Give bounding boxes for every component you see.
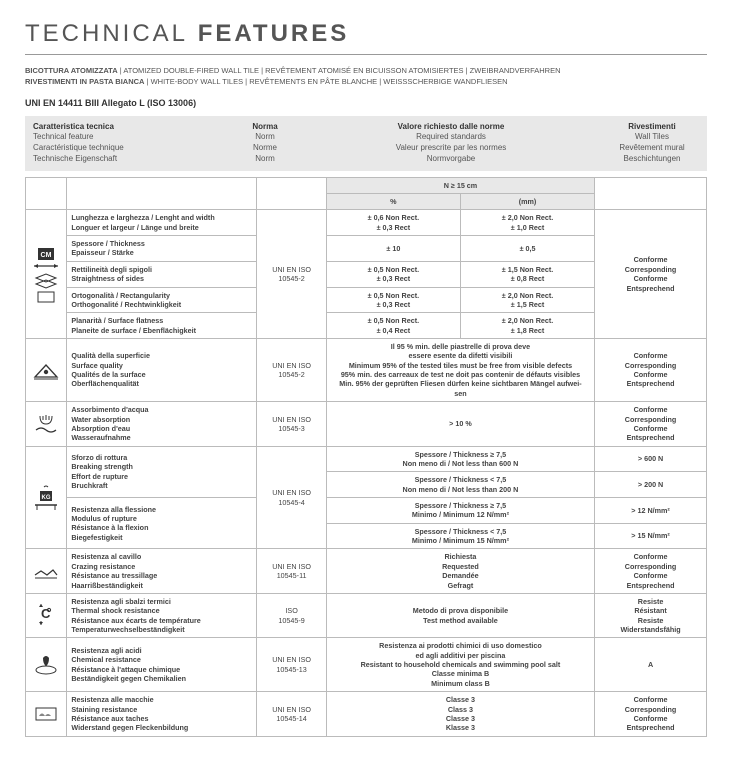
subtitle1-rest: | ATOMIZED DOUBLE-FIRED WALL TILE | REVÊ… [118, 66, 561, 75]
dim-result: Conforme Corresponding Conforme Entsprec… [595, 210, 707, 339]
col-pct-hdr: % [326, 194, 460, 210]
subtitle: BICOTTURA ATOMIZZATA | ATOMIZED DOUBLE-F… [25, 65, 707, 88]
strength-icon: KG [26, 446, 67, 549]
row-thermal: C Resistenza agli sbalzi termici Thermal… [26, 593, 707, 637]
subtitle2-bold: RIVESTIMENTI IN PASTA BIANCA [25, 77, 144, 86]
length-label: Lunghezza e larghezza / Lenght and width… [71, 213, 214, 231]
hdr-col2: Norma Norm Norme Norm [225, 116, 305, 171]
row-surface-quality: Qualità della superficie Surface quality… [26, 339, 707, 402]
title-part1: TECHNICAL [25, 20, 188, 47]
standard-ref: UNI EN 14411 BIII Allegato L (ISO 13006) [25, 98, 707, 108]
svg-text:KG: KG [42, 495, 51, 501]
hdr-col1: Caratteristica tecnica Technical feature… [25, 116, 225, 171]
row-staining: Resistenza alle macchie Staining resista… [26, 692, 707, 736]
subtitle2-rest: | WHITE-BODY WALL TILES | REVÊTEMENTS EN… [144, 77, 507, 86]
subtitle1-bold: BICOTTURA ATOMIZZATA [25, 66, 118, 75]
hdr-col4: Rivestimenti Wall Tiles Revêtement mural… [597, 116, 707, 171]
svg-text:CM: CM [41, 252, 52, 259]
crazing-icon [26, 549, 67, 593]
main-table: N ≥ 15 cm % (mm) CM Lunghezza e larghezz… [25, 177, 707, 737]
thermal-icon: C [26, 593, 67, 637]
col-group-hdr: N ≥ 15 cm [326, 177, 594, 193]
header-table: Caratteristica tecnica Technical feature… [25, 116, 707, 171]
row-water-absorption: Assorbimento d'acqua Water absorption Ab… [26, 402, 707, 446]
stain-icon [26, 692, 67, 736]
dim-norm: UNI EN ISO 10545-2 [257, 210, 326, 339]
title-part2: FEATURES [198, 20, 350, 47]
page-title: TECHNICAL FEATURES [25, 20, 707, 55]
length-pct: ± 0,6 Non Rect. ± 0,3 Rect [326, 210, 460, 236]
dimensions-icon: CM [26, 210, 67, 339]
row-length: CM Lunghezza e larghezza / Lenght and wi… [26, 210, 707, 236]
row-modulus-1: Resistenza alla flessione Modulus of rup… [26, 498, 707, 524]
water-icon [26, 402, 67, 446]
chemical-icon [26, 638, 67, 692]
col-mm-hdr: (mm) [460, 194, 594, 210]
hdr-col3: Valore richiesto dalle norme Required st… [305, 116, 597, 171]
surface-icon [26, 339, 67, 402]
row-chemical: Resistenza agli acidi Chemical resistanc… [26, 638, 707, 692]
row-crazing: Resistenza al cavillo Crazing resistance… [26, 549, 707, 593]
length-mm: ± 2,0 Non Rect. ± 1,0 Rect [460, 210, 594, 236]
row-breaking-1: KG Sforzo di rottura Breaking strength E… [26, 446, 707, 472]
